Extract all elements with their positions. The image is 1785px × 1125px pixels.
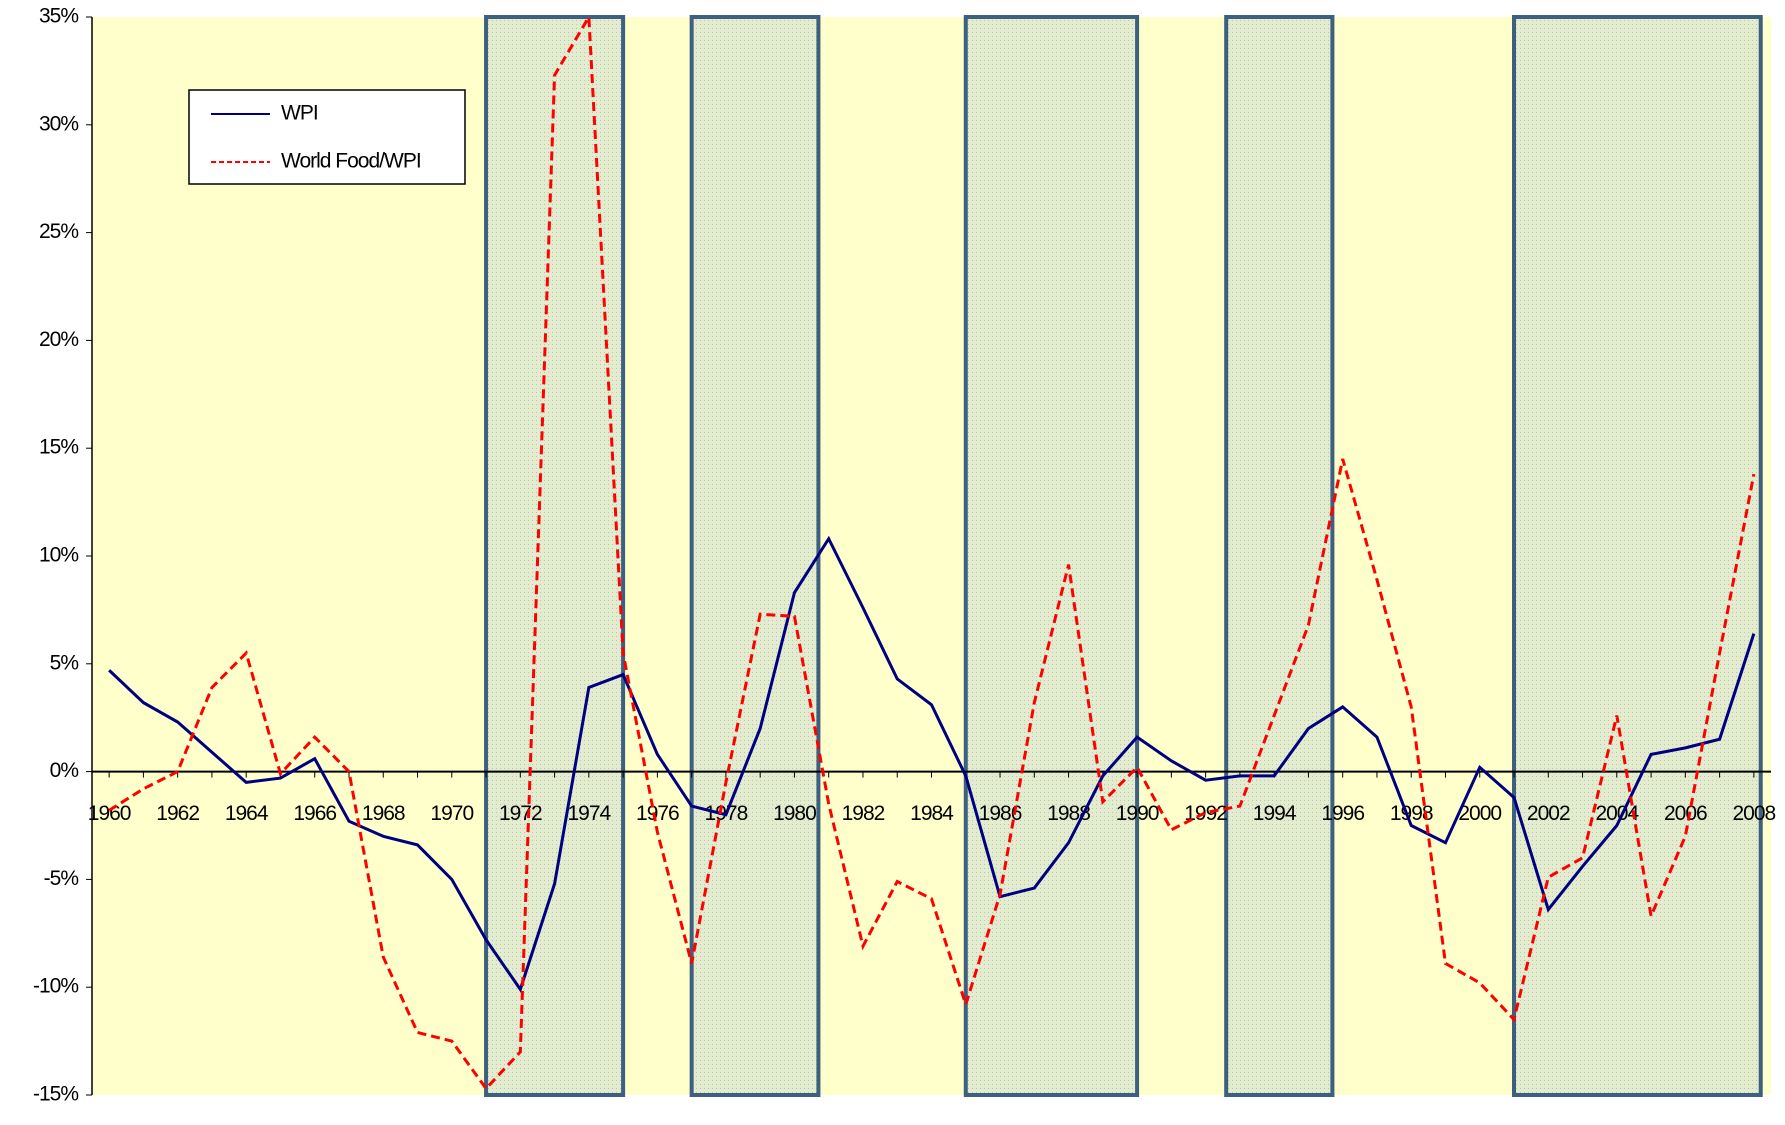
legend-label: World Food/WPI (281, 150, 421, 173)
shaded-period (484, 15, 626, 1097)
shaded-period (689, 15, 821, 1097)
x-tick-label: 1962 (156, 802, 199, 825)
x-tick-label: 1982 (842, 802, 885, 825)
x-tick-label: 1998 (1390, 802, 1433, 825)
x-tick-label: 1970 (430, 802, 473, 825)
y-tick-label: 0% (50, 759, 79, 782)
x-tick-label: 2006 (1664, 802, 1707, 825)
x-tick-label: 1992 (1184, 802, 1227, 825)
x-tick-label: 2004 (1595, 802, 1639, 825)
y-tick-label: 10% (39, 544, 78, 567)
x-tick-label: 1986 (979, 802, 1022, 825)
y-tick-label: 25% (39, 220, 78, 243)
shaded-period (1224, 15, 1335, 1097)
x-tick-label: 1964 (225, 802, 269, 825)
x-tick-label: 2000 (1458, 802, 1501, 825)
x-tick-label: 1990 (1116, 802, 1159, 825)
x-tick-label: 1976 (636, 802, 679, 825)
x-tick-label: 1968 (362, 802, 405, 825)
y-tick-label: 15% (39, 436, 78, 459)
y-tick-label: -10% (33, 975, 78, 998)
shaded-period (1512, 15, 1763, 1097)
y-tick-label: 20% (39, 328, 78, 351)
line-series (108, 15, 1756, 1091)
x-tick-label: 1966 (293, 802, 336, 825)
x-tick-label: 1994 (1253, 802, 1297, 825)
line-series (108, 535, 1756, 993)
y-tick-label: 35% (39, 5, 78, 28)
legend-box (188, 89, 466, 185)
plot-area (92, 17, 1771, 1095)
x-tick-label: 1980 (773, 802, 816, 825)
y-tick-label: -5% (44, 867, 79, 890)
x-tick-label: 2002 (1527, 802, 1570, 825)
y-tick-label: -15% (33, 1083, 78, 1106)
x-tick-label: 2008 (1733, 802, 1776, 825)
shaded-period (963, 15, 1140, 1097)
x-tick-label: 1972 (499, 802, 542, 825)
y-tick-label: 5% (50, 651, 79, 674)
x-tick-label: 1984 (910, 802, 954, 825)
x-tick-label: 1996 (1321, 802, 1364, 825)
x-tick-label: 1974 (567, 802, 611, 825)
legend-label: WPI (281, 102, 318, 125)
x-tick-label: 1960 (88, 802, 131, 825)
y-tick-label: 30% (39, 112, 78, 135)
